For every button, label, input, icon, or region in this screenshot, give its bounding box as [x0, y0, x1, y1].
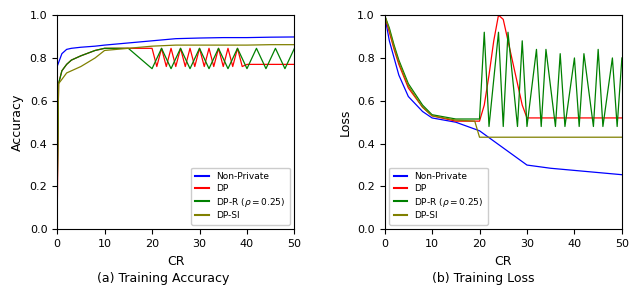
Y-axis label: Accuracy: Accuracy	[11, 93, 24, 151]
Y-axis label: Loss: Loss	[339, 108, 351, 136]
Legend: Non-Private, DP, DP-R ($\rho = 0.25$), DP-SI: Non-Private, DP, DP-R ($\rho = 0.25$), D…	[191, 168, 290, 225]
Text: (a) Training Accuracy: (a) Training Accuracy	[97, 272, 229, 285]
Legend: Non-Private, DP, DP-R ($\rho = 0.25$), DP-SI: Non-Private, DP, DP-R ($\rho = 0.25$), D…	[389, 168, 488, 225]
X-axis label: CR: CR	[167, 255, 184, 268]
Text: (b) Training Loss: (b) Training Loss	[432, 272, 534, 285]
X-axis label: CR: CR	[495, 255, 512, 268]
